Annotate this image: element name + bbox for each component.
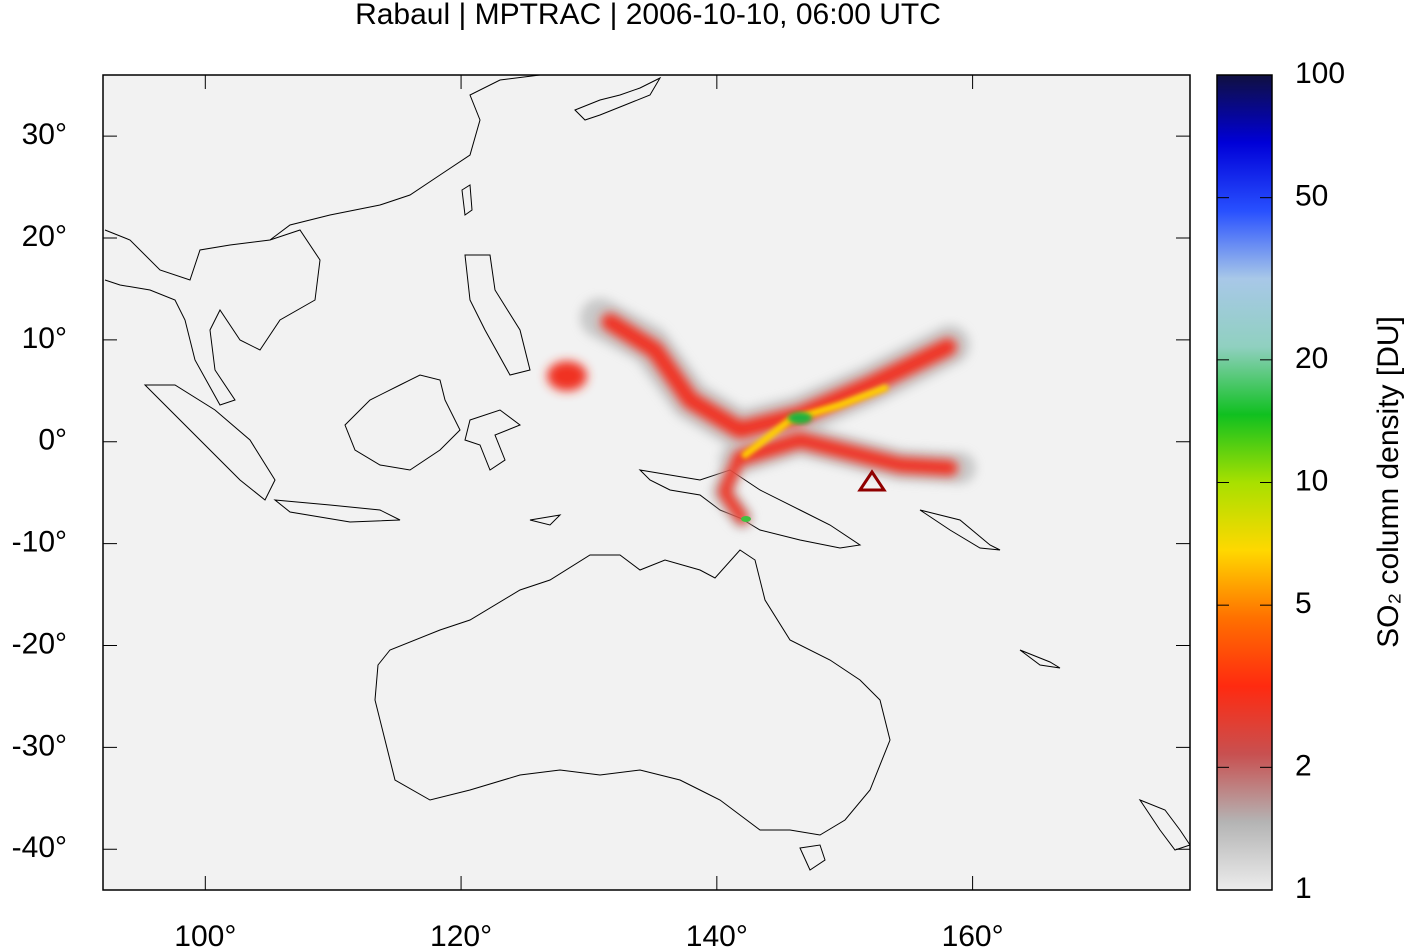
y-tick-label: -20° <box>12 627 67 660</box>
y-tick-label: 0° <box>38 424 67 457</box>
x-tick-label: 160° <box>942 920 1004 950</box>
chart-title: Rabaul | MPTRAC | 2006-10-10, 06:00 UTC <box>355 0 941 31</box>
y-tick-label: -40° <box>12 831 67 864</box>
so2-plume <box>547 298 976 529</box>
x-tick-label: 140° <box>686 920 748 950</box>
colorbar-label: SO₂ column density [DU] <box>1372 316 1405 648</box>
x-tick-label: 120° <box>430 920 492 950</box>
y-tick-label: -10° <box>12 526 67 559</box>
x-tick-label: 100° <box>174 920 236 950</box>
colorbar-tick-label: 20 <box>1295 342 1328 375</box>
volcano-marker <box>857 469 887 492</box>
colorbar-tick-label: 5 <box>1295 587 1312 620</box>
colorbar-tick-label: 100 <box>1295 57 1345 90</box>
colorbar-tick-label: 2 <box>1295 749 1312 782</box>
y-tick-label: 10° <box>22 322 67 355</box>
y-tick-label: 30° <box>22 118 67 151</box>
colorbar-tick-label: 50 <box>1295 180 1328 213</box>
map <box>104 75 1190 871</box>
y-tick-label: -30° <box>12 729 67 762</box>
y-tick-label: 20° <box>22 220 67 253</box>
colorbar-tick-label: 1 <box>1295 872 1312 905</box>
plot-frame <box>102 74 1191 891</box>
plot-area <box>103 75 1190 890</box>
colorbar-tick-label: 10 <box>1295 464 1328 497</box>
